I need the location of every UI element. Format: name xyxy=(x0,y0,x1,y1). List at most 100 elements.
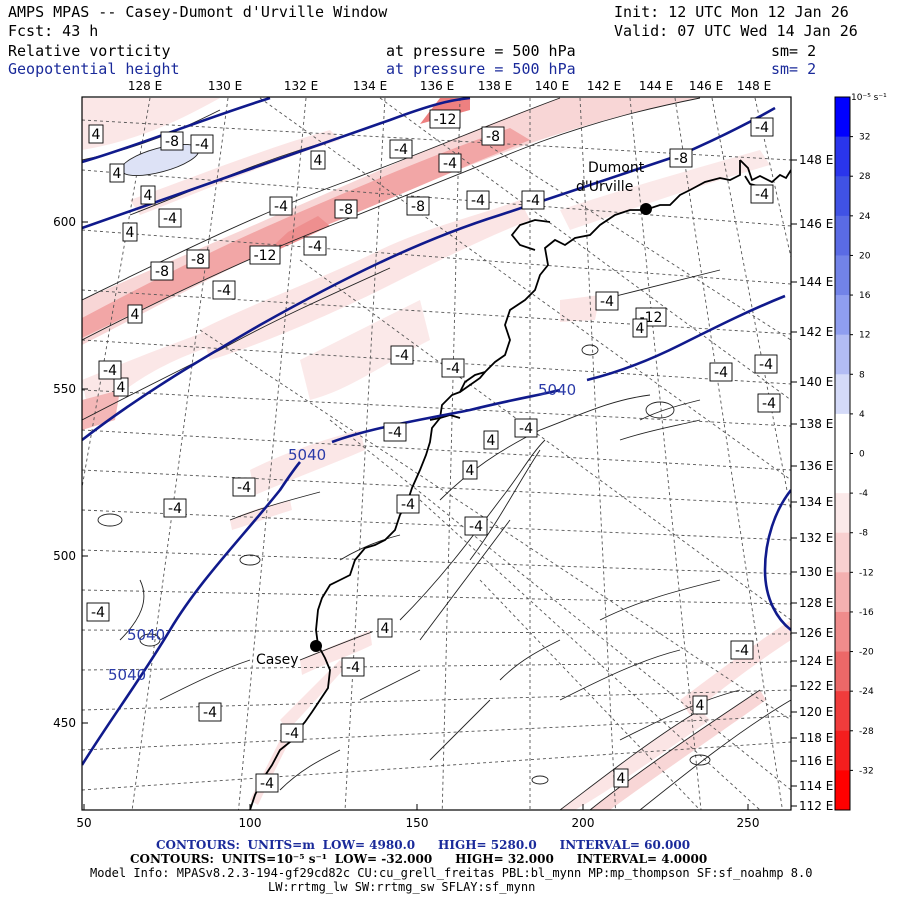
vorticity-label: -4 xyxy=(595,291,619,311)
svg-text:-4: -4 xyxy=(308,239,322,255)
vorticity-label: -4 xyxy=(396,494,420,514)
vorticity-label: -4 xyxy=(441,358,465,378)
colorbar-swatch xyxy=(835,136,850,177)
vorticity-label: -12 xyxy=(429,109,461,129)
left-label: 550 xyxy=(53,382,76,396)
colorbar-label: 24 xyxy=(859,212,871,222)
vorticity-label: -4 xyxy=(389,139,413,159)
right-label: 134 E xyxy=(799,495,833,509)
footer2-interval: INTERVAL= 4.0000 xyxy=(576,852,708,866)
colorbar-swatch xyxy=(835,255,850,296)
left-axis-labels: 600 550 500 450 xyxy=(53,215,88,730)
svg-text:-4: -4 xyxy=(168,501,182,517)
svg-text:-4: -4 xyxy=(346,660,360,676)
vorticity-label: -8 xyxy=(406,196,430,216)
svg-text:4: 4 xyxy=(144,188,153,204)
svg-text:-8: -8 xyxy=(486,129,500,145)
top-label: 128 E xyxy=(128,79,162,93)
svg-text:-4: -4 xyxy=(195,137,209,153)
left-label: 600 xyxy=(53,215,76,229)
colorbar-label: 4 xyxy=(859,410,865,420)
svg-text:-4: -4 xyxy=(759,357,773,373)
vorticity-label: -4 xyxy=(190,134,214,154)
right-label: 132 E xyxy=(799,531,833,545)
vorticity-label: -8 xyxy=(160,131,184,151)
vorticity-label: -4 xyxy=(514,418,538,438)
svg-text:-8: -8 xyxy=(165,134,179,150)
colorbar-label: 20 xyxy=(859,251,871,261)
right-label: 124 E xyxy=(799,654,833,668)
svg-text:4: 4 xyxy=(113,166,122,182)
graticule xyxy=(82,97,791,810)
footer2-high: HIGH= 32.000 xyxy=(455,852,554,866)
top-label: 132 E xyxy=(284,79,318,93)
bottom-label: 50 xyxy=(76,816,91,830)
svg-text:-4: -4 xyxy=(395,348,409,364)
vorticity-label: -12 xyxy=(249,245,281,265)
vorticity-label: -8 xyxy=(150,261,174,281)
svg-text:-4: -4 xyxy=(103,363,117,379)
field2-name: Geopotential height xyxy=(8,60,180,78)
vorticity-label: 4 xyxy=(632,318,648,338)
svg-text:-4: -4 xyxy=(714,365,728,381)
colorbar-label: 28 xyxy=(859,172,871,182)
station-label-durville: d'Urville xyxy=(576,179,633,195)
vorticity-label: -8 xyxy=(186,249,210,269)
vorticity-label: -4 xyxy=(438,153,462,173)
bottom-label: 150 xyxy=(406,816,429,830)
height-label-5040-a: 5040 xyxy=(288,446,326,464)
station-casey[interactable]: Casey xyxy=(256,640,322,668)
vorticity-label: -4 xyxy=(198,702,222,722)
colorbar-swatch xyxy=(835,413,850,454)
vorticity-label: 4 xyxy=(88,124,104,144)
right-label: 114 E xyxy=(799,779,833,793)
svg-text:-4: -4 xyxy=(755,187,769,203)
svg-text:-4: -4 xyxy=(735,643,749,659)
right-label: 148 E xyxy=(799,153,833,167)
top-label: 136 E xyxy=(420,79,454,93)
vorticity-label: -4 xyxy=(521,190,545,210)
bottom-axis-labels: 50 100 150 200 250 xyxy=(76,804,759,830)
colorbar-label: -4 xyxy=(859,489,868,499)
colorbar-swatch xyxy=(835,572,850,613)
colorbar-swatch xyxy=(835,97,850,138)
vorticity-label: -4 xyxy=(232,477,256,497)
right-label: 122 E xyxy=(799,679,833,693)
vorticity-label: 4 xyxy=(109,163,125,183)
svg-text:-4: -4 xyxy=(388,425,402,441)
svg-text:-8: -8 xyxy=(155,264,169,280)
field1-level: at pressure = 500 hPa xyxy=(386,42,576,60)
colorbar-swatch xyxy=(835,611,850,653)
vorticity-label: -8 xyxy=(481,126,505,146)
right-longitude-labels: 148 E 146 E 144 E 142 E 140 E 138 E 136 E 134 E… xyxy=(791,153,833,813)
colorbar-swatch xyxy=(835,691,850,732)
top-label: 142 E xyxy=(587,79,621,93)
station-dumont-durville[interactable]: Dumont d'Urville xyxy=(576,160,652,215)
svg-text:-4: -4 xyxy=(91,605,105,621)
height-label-5040-c: 5040 xyxy=(127,626,165,644)
right-label: 146 E xyxy=(799,217,833,231)
right-label: 120 E xyxy=(799,705,833,719)
colorbar-label: -20 xyxy=(859,648,874,658)
colorbar-swatch xyxy=(835,453,850,494)
colorbar-swatch xyxy=(835,374,850,415)
colorbar-label: -24 xyxy=(859,687,874,697)
colorbar-units: 10⁻⁵ s⁻¹ xyxy=(851,93,887,103)
right-label: 136 E xyxy=(799,459,833,473)
colorbar-label: -32 xyxy=(859,766,874,776)
footer1-high: HIGH= 5280.0 xyxy=(438,838,537,852)
colorbar-swatch xyxy=(835,334,850,375)
top-label: 140 E xyxy=(535,79,569,93)
svg-text:-4: -4 xyxy=(526,193,540,209)
valid-time: Valid: 07 UTC Wed 14 Jan 26 xyxy=(614,22,858,40)
right-label: 144 E xyxy=(799,275,833,289)
right-label: 116 E xyxy=(799,754,833,768)
coastline xyxy=(249,159,791,810)
footer2-label: CONTOURS: xyxy=(130,852,214,866)
vorticity-label: 4 xyxy=(140,185,156,205)
vorticity-label: -4 xyxy=(269,196,293,216)
footer-model-info: Model Info: MPASv8.2.3-194-gf29cd82c CU:… xyxy=(90,866,813,880)
svg-text:-4: -4 xyxy=(217,283,231,299)
vorticity-label: 4 xyxy=(692,695,708,715)
footer1-low: LOW= 4980.0 xyxy=(322,838,416,852)
